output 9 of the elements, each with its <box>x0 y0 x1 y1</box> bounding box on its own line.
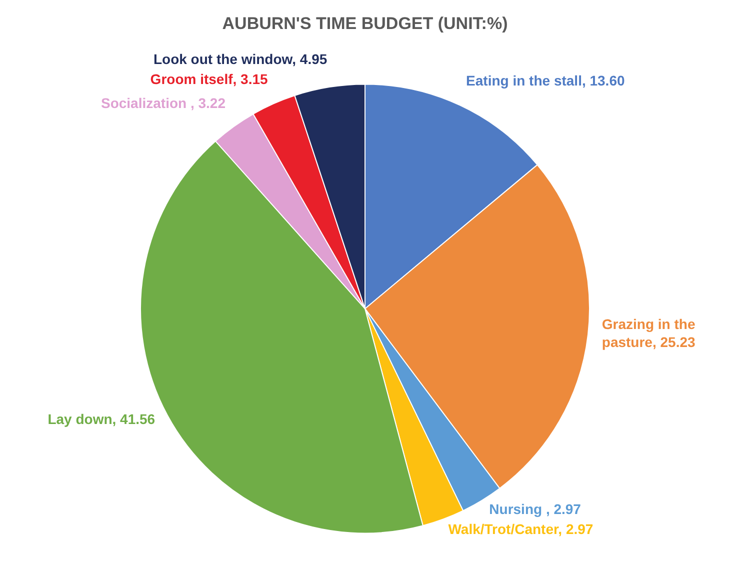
slice-label: Socialization , 3.22 <box>100 95 226 112</box>
slice-label: Grazing in the pasture, 25.23 <box>602 316 696 350</box>
slice-label: Walk/Trot/Canter, 2.97 <box>448 521 594 538</box>
slice-label: Groom itself, 3.15 <box>150 70 268 87</box>
slice-label: Eating in the stall, 13.60 <box>466 72 625 89</box>
slice-label: Lay down, 41.56 <box>48 410 156 427</box>
slice-label: Look out the window, 4.95 <box>153 50 328 67</box>
chart-title: AUBURN'S TIME BUDGET (UNIT:%) <box>222 14 508 33</box>
slice-label: Nursing , 2.97 <box>489 501 582 518</box>
